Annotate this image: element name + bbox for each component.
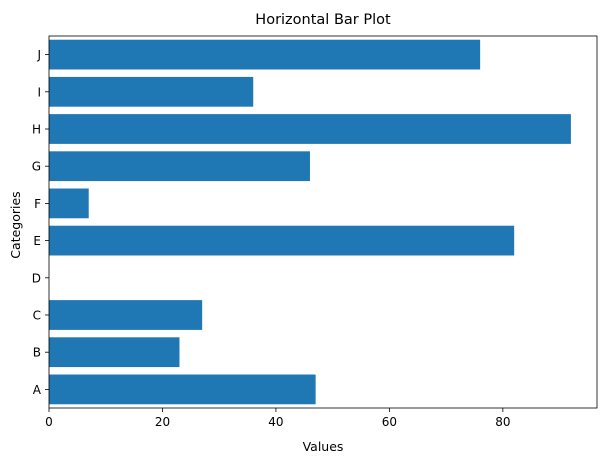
bar-b [49,337,180,368]
x-tick-label: 60 [382,415,397,429]
bars-group [49,39,571,405]
bar-i [49,76,254,107]
y-tick-label: G [32,160,41,174]
x-tick-label: 40 [268,415,283,429]
chart-title: Horizontal Bar Plot [255,12,391,28]
bar-c [49,300,203,330]
x-tick-label: 80 [495,415,510,429]
y-tick-label: D [32,271,41,285]
y-tick-label: I [37,85,41,99]
y-tick-label: E [33,234,41,248]
y-tick-label: C [33,309,41,323]
x-axis-label: Values [303,439,344,454]
y-tick-label: A [33,383,42,397]
y-tick-label: F [34,197,41,211]
x-tick-label: 0 [45,415,53,429]
bar-h [49,114,571,144]
bar-g [49,151,310,182]
y-axis-label: Categories [8,191,23,258]
bar-f [49,188,89,219]
bar-e [49,225,515,256]
bar-a [49,374,316,405]
y-tick-label: B [33,346,41,360]
bar-j [49,39,481,70]
x-tick-label: 20 [155,415,170,429]
axes-frame [48,35,598,409]
axes-group: A B C D E F G H I J 0 20 40 60 80 [32,35,598,429]
y-tick-label: J [36,48,41,62]
y-tick-label: H [32,123,41,137]
